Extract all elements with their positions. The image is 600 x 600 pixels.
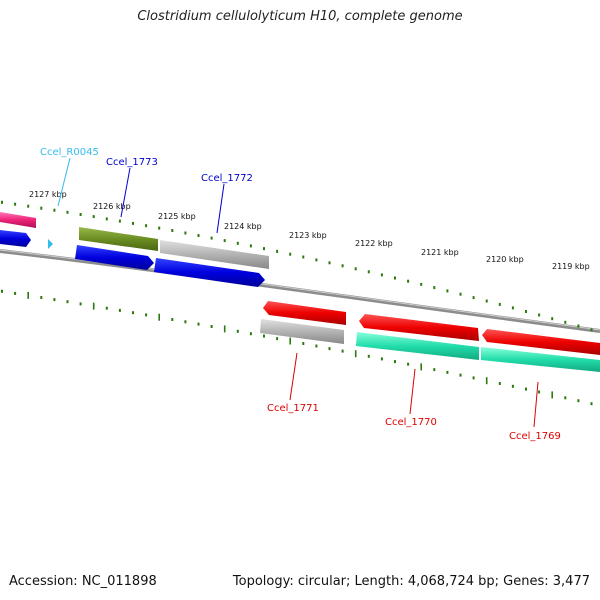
- gene-label-ccel-1769[interactable]: Ccel_1769: [509, 431, 561, 442]
- gene-arrow-ccel1771[interactable]: [263, 301, 346, 325]
- gene-arrow-gray-top[interactable]: [160, 240, 269, 269]
- gene-arrow-ccel1770[interactable]: [359, 314, 479, 341]
- top-strand-features: [0, 212, 269, 287]
- ruler-label-2119: 2119 kbp: [552, 262, 590, 271]
- gene-arrow-green-1[interactable]: [356, 332, 479, 360]
- gene-arrow-ccel1772[interactable]: [154, 258, 265, 287]
- genome-backbone: [0, 249, 600, 333]
- ruler-label-2127: 2127 kbp: [29, 190, 67, 199]
- summary-text: Topology: circular; Length: 4,068,724 bp…: [232, 574, 590, 589]
- gene-label-ccel-1772[interactable]: Ccel_1772: [201, 173, 253, 184]
- leader-ccel-1773: [120, 167, 131, 218]
- upper-ruler: [1, 200, 593, 332]
- gene-arrow-ccel1769[interactable]: [482, 329, 600, 355]
- gene-arrow-green-2[interactable]: [481, 347, 600, 372]
- leader-lines: [57, 157, 539, 428]
- gene-labels: Ccel_R0045 Ccel_1773 Ccel_1772 Ccel_1771…: [40, 147, 561, 442]
- gene-arrow-blue-left[interactable]: [0, 230, 31, 247]
- leader-ccel-1771: [289, 352, 298, 401]
- ruler-label-2125: 2125 kbp: [158, 212, 196, 221]
- leader-ccel-1769: [533, 381, 539, 428]
- gene-arrow-ccel1773[interactable]: [75, 245, 154, 270]
- genome-backbone-highlight: [0, 249, 600, 331]
- gene-arrow-pink[interactable]: [0, 212, 36, 228]
- bottom-strand-features: [260, 301, 600, 372]
- ruler-label-2126: 2126 kbp: [93, 202, 131, 211]
- map-title: Clostridium cellulolyticum H10, complete…: [137, 9, 463, 24]
- leader-ccel-r0045: [57, 157, 71, 207]
- accession-text: Accession: NC_011898: [9, 574, 157, 589]
- gene-arrow-gray-bottom[interactable]: [260, 319, 344, 344]
- ruler-label-2121: 2121 kbp: [421, 248, 459, 257]
- lower-ruler: [1, 289, 593, 406]
- leader-ccel-1770: [409, 368, 416, 415]
- leader-ccel-1772: [216, 183, 225, 234]
- ruler-labels: 2127 kbp 2126 kbp 2125 kbp 2124 kbp 2123…: [29, 190, 590, 271]
- gene-label-ccel-r0045[interactable]: Ccel_R0045: [40, 147, 99, 158]
- ruler-label-2120: 2120 kbp: [486, 255, 524, 264]
- gene-label-ccel-1773[interactable]: Ccel_1773: [106, 157, 158, 168]
- gene-arrow-olive[interactable]: [79, 227, 158, 251]
- ruler-label-2122: 2122 kbp: [355, 239, 393, 248]
- ruler-label-2123: 2123 kbp: [289, 231, 327, 240]
- gene-label-ccel-1771[interactable]: Ccel_1771: [267, 403, 319, 414]
- ruler-label-2124: 2124 kbp: [224, 222, 262, 231]
- trna-marker[interactable]: [48, 239, 53, 249]
- gene-label-ccel-1770[interactable]: Ccel_1770: [385, 417, 437, 428]
